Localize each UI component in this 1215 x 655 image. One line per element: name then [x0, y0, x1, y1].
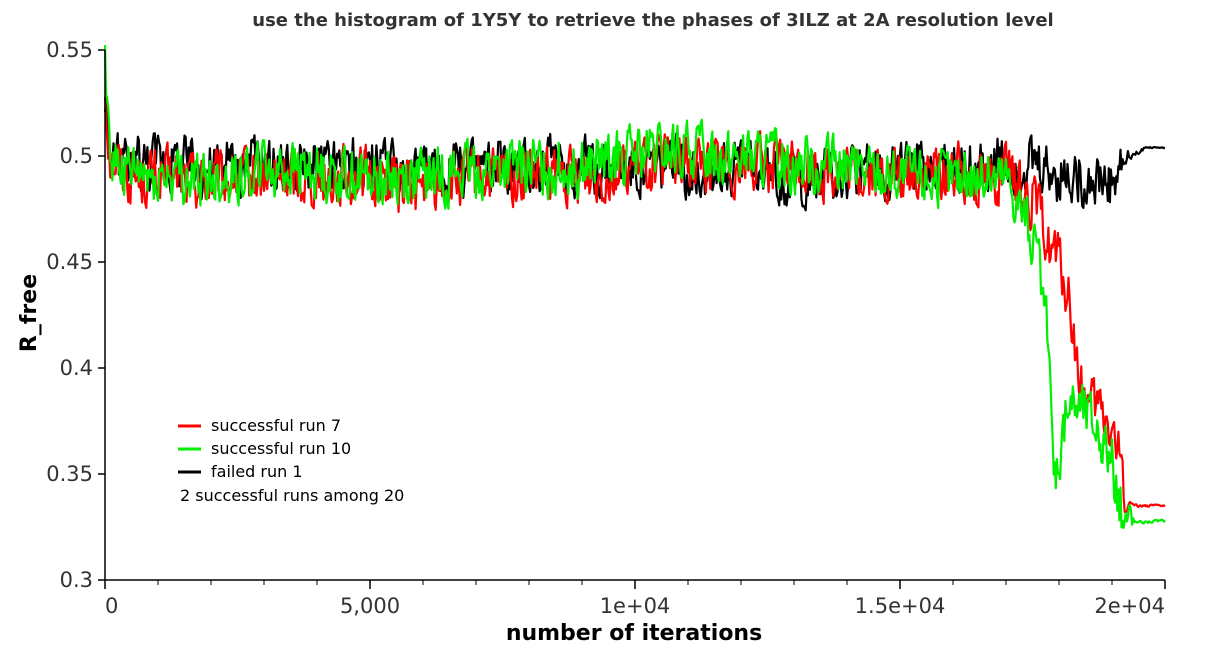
y-tick-label: 0.55: [46, 38, 93, 62]
x-tick-label: 2e+04: [1094, 594, 1165, 618]
legend-label-failed-run-1: failed run 1: [211, 462, 303, 481]
legend-label-run-7: successful run 7: [211, 416, 341, 435]
x-tick-label: 0: [105, 594, 118, 618]
x-axis-label: number of iterations: [506, 621, 762, 646]
y-tick-label: 0.3: [60, 568, 93, 592]
chart-title: use the histogram of 1Y5Y to retrieve th…: [252, 10, 1053, 31]
ticks-group: 0 5,000 1e+04 1.5e+04 2e+04 0.3 0.35 0.4 0.45 0.5…: [46, 38, 1166, 618]
x-tick-label: 1.5e+04: [855, 594, 946, 618]
y-tick-label: 0.4: [60, 356, 93, 380]
x-tick-label: 1e+04: [600, 594, 671, 618]
legend: successful run 7 successful run 10 faile…: [178, 416, 404, 505]
y-axis-label: R_free: [17, 274, 42, 352]
y-tick-label: 0.5: [60, 144, 93, 168]
y-tick-label: 0.45: [46, 250, 93, 274]
y-tick-label: 0.35: [46, 462, 93, 486]
legend-note: 2 successful runs among 20: [180, 486, 404, 505]
legend-label-run-10: successful run 10: [211, 439, 351, 458]
x-tick-label: 5,000: [340, 594, 400, 618]
series-line-successful-run-10: [103, 45, 1166, 529]
series-group: [103, 45, 1166, 529]
